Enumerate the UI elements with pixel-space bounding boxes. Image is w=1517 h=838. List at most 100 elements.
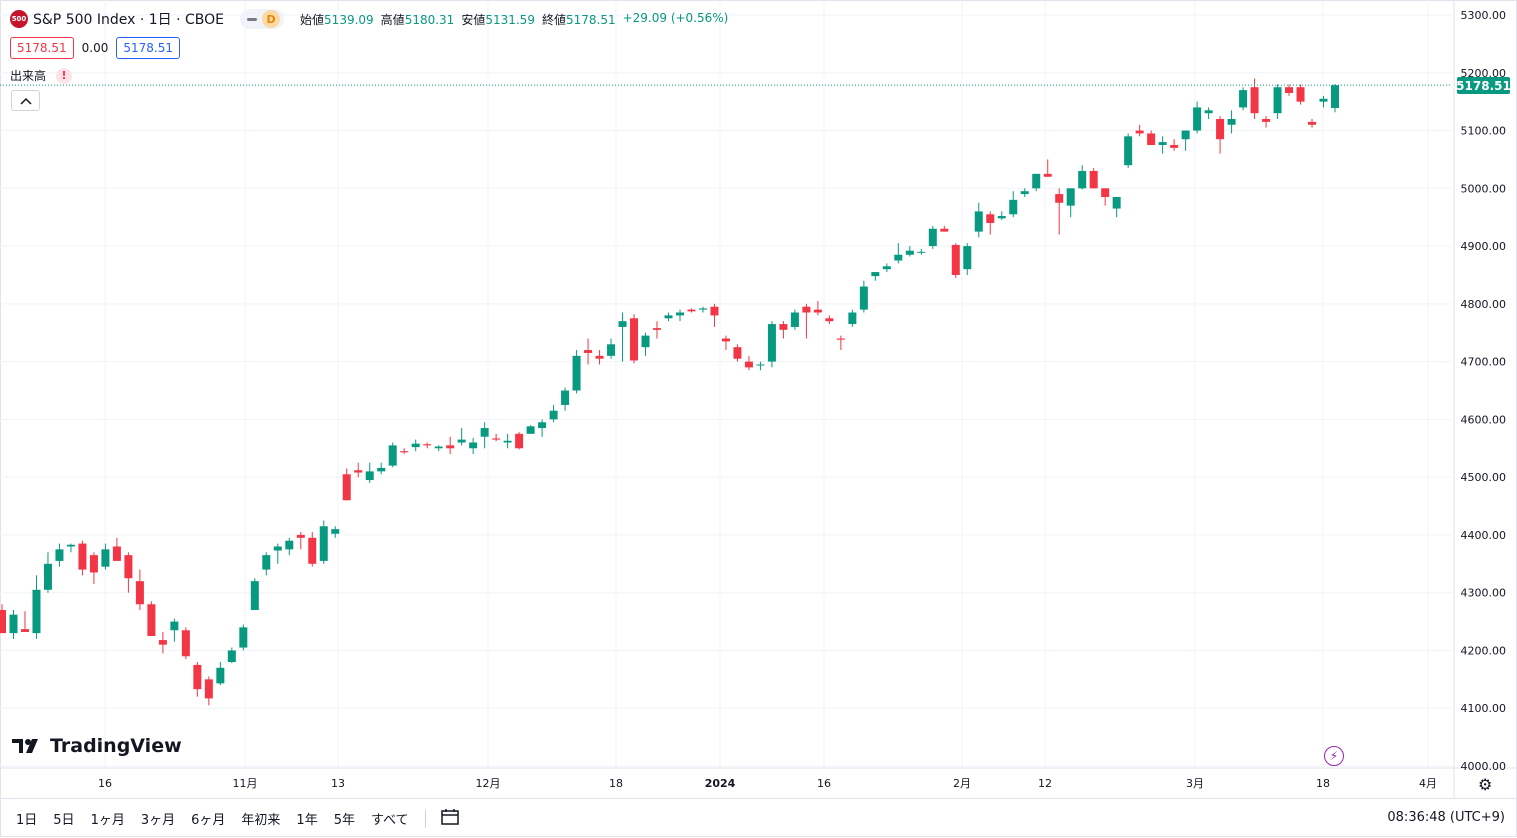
candle-body	[848, 312, 857, 325]
candle-body	[227, 650, 236, 663]
candle-body	[112, 546, 121, 561]
candle-body	[273, 546, 282, 551]
lightning-icon[interactable]: ⚡	[1324, 746, 1344, 766]
candle-body	[457, 439, 466, 443]
candle	[331, 526, 340, 538]
candle-body	[503, 440, 512, 443]
candle	[319, 520, 328, 564]
symbol-title[interactable]: S&P 500 Index · 1日 · CBOE	[33, 12, 225, 28]
buy-price-box[interactable]: 5178.51	[116, 37, 180, 59]
y-tick-label: 4900.00	[1461, 240, 1507, 253]
candle-body	[1135, 130, 1144, 134]
candle	[492, 433, 501, 442]
warning-icon[interactable]: !	[56, 67, 73, 84]
tradingview-logo[interactable]: TradingView	[12, 735, 182, 757]
price-chart[interactable]: 5300.005200.005100.005000.004900.004800.…	[0, 0, 1517, 800]
candle	[894, 243, 903, 264]
symbol-badge[interactable]: 500	[10, 10, 28, 28]
candle-body	[1239, 90, 1248, 108]
y-tick-label: 4600.00	[1461, 413, 1507, 426]
candle-body	[423, 444, 432, 446]
range-button[interactable]: 1日	[16, 813, 38, 828]
candle	[32, 575, 41, 639]
range-button[interactable]: 年初来	[241, 813, 281, 828]
candle-body	[940, 228, 949, 232]
close-value: 5178.51	[565, 12, 616, 27]
candle-body	[825, 318, 834, 322]
candle	[1285, 84, 1294, 96]
range-button[interactable]: 6ヶ月	[191, 813, 226, 828]
candle-body	[377, 467, 386, 472]
candle-body	[20, 629, 29, 632]
x-tick-label: 12月	[476, 777, 501, 790]
candle	[181, 627, 190, 660]
candle-body	[1250, 87, 1259, 114]
candle-body	[469, 442, 478, 449]
candle-body	[997, 216, 1006, 219]
candle	[940, 225, 949, 232]
candle	[1055, 188, 1064, 235]
candle-body	[836, 338, 845, 340]
candle-body	[9, 614, 18, 634]
candle-body	[1101, 188, 1110, 197]
candle	[0, 604, 6, 634]
clock[interactable]: 08:36:48 (UTC+9)	[1387, 810, 1505, 825]
y-tick-label: 4200.00	[1461, 644, 1507, 657]
candle-body	[802, 306, 811, 313]
candle-body	[928, 228, 937, 247]
range-button[interactable]: 1ヶ月	[90, 813, 125, 828]
volume-label[interactable]: 出来高	[10, 69, 47, 83]
candle-body	[756, 364, 765, 366]
candle	[124, 552, 133, 593]
sell-price-box[interactable]: 5178.51	[10, 37, 74, 59]
candle	[744, 355, 753, 371]
candle-body	[595, 355, 604, 359]
settings-icon[interactable]: ⚙	[1478, 775, 1493, 794]
candle	[1009, 191, 1018, 218]
candle-body	[1158, 142, 1167, 145]
candle	[779, 321, 788, 339]
x-tick-label: 2月	[953, 777, 971, 790]
candle-body	[1296, 87, 1305, 102]
candle	[963, 243, 972, 275]
candle	[1193, 101, 1202, 134]
candle	[836, 335, 845, 351]
candle-body	[170, 621, 179, 631]
candle	[55, 543, 64, 567]
range-button[interactable]: 5年	[333, 813, 355, 828]
candle	[1170, 139, 1179, 151]
candle	[584, 338, 593, 365]
candle	[262, 552, 271, 576]
range-button[interactable]: すべて	[370, 813, 409, 828]
candle-body	[721, 338, 730, 342]
candle-body	[147, 604, 156, 637]
candle	[986, 211, 995, 235]
toolbar-separator	[424, 809, 426, 828]
candle-body	[446, 445, 455, 449]
candle	[997, 211, 1006, 221]
range-button[interactable]: 3ヶ月	[140, 813, 176, 828]
x-tick-label: 11月	[233, 777, 258, 790]
x-tick-label: 12	[1038, 777, 1052, 790]
y-tick-label: 5000.00	[1461, 182, 1507, 195]
candle	[675, 309, 684, 322]
candle-body	[538, 422, 547, 429]
candle	[1147, 130, 1156, 145]
candle	[653, 321, 662, 339]
market-status-pill[interactable]: D	[240, 9, 285, 29]
collapse-legend-button[interactable]	[11, 90, 40, 111]
symbol-header: 500 S&P 500 Index · 1日 · CBOE D 始値5139.0…	[10, 8, 728, 30]
x-tick-label: 18	[1316, 777, 1330, 790]
candle	[193, 662, 202, 697]
candle-body	[963, 246, 972, 270]
candle-body	[89, 555, 98, 573]
candle-body	[1066, 188, 1075, 206]
candle	[607, 338, 616, 359]
range-button[interactable]: 1年	[296, 813, 318, 828]
range-button[interactable]: 5日	[53, 813, 75, 828]
candle	[848, 309, 857, 327]
candle-body	[1043, 173, 1052, 177]
calendar-range-icon[interactable]	[434, 808, 466, 830]
candle	[158, 631, 167, 654]
candle-body	[698, 308, 707, 310]
